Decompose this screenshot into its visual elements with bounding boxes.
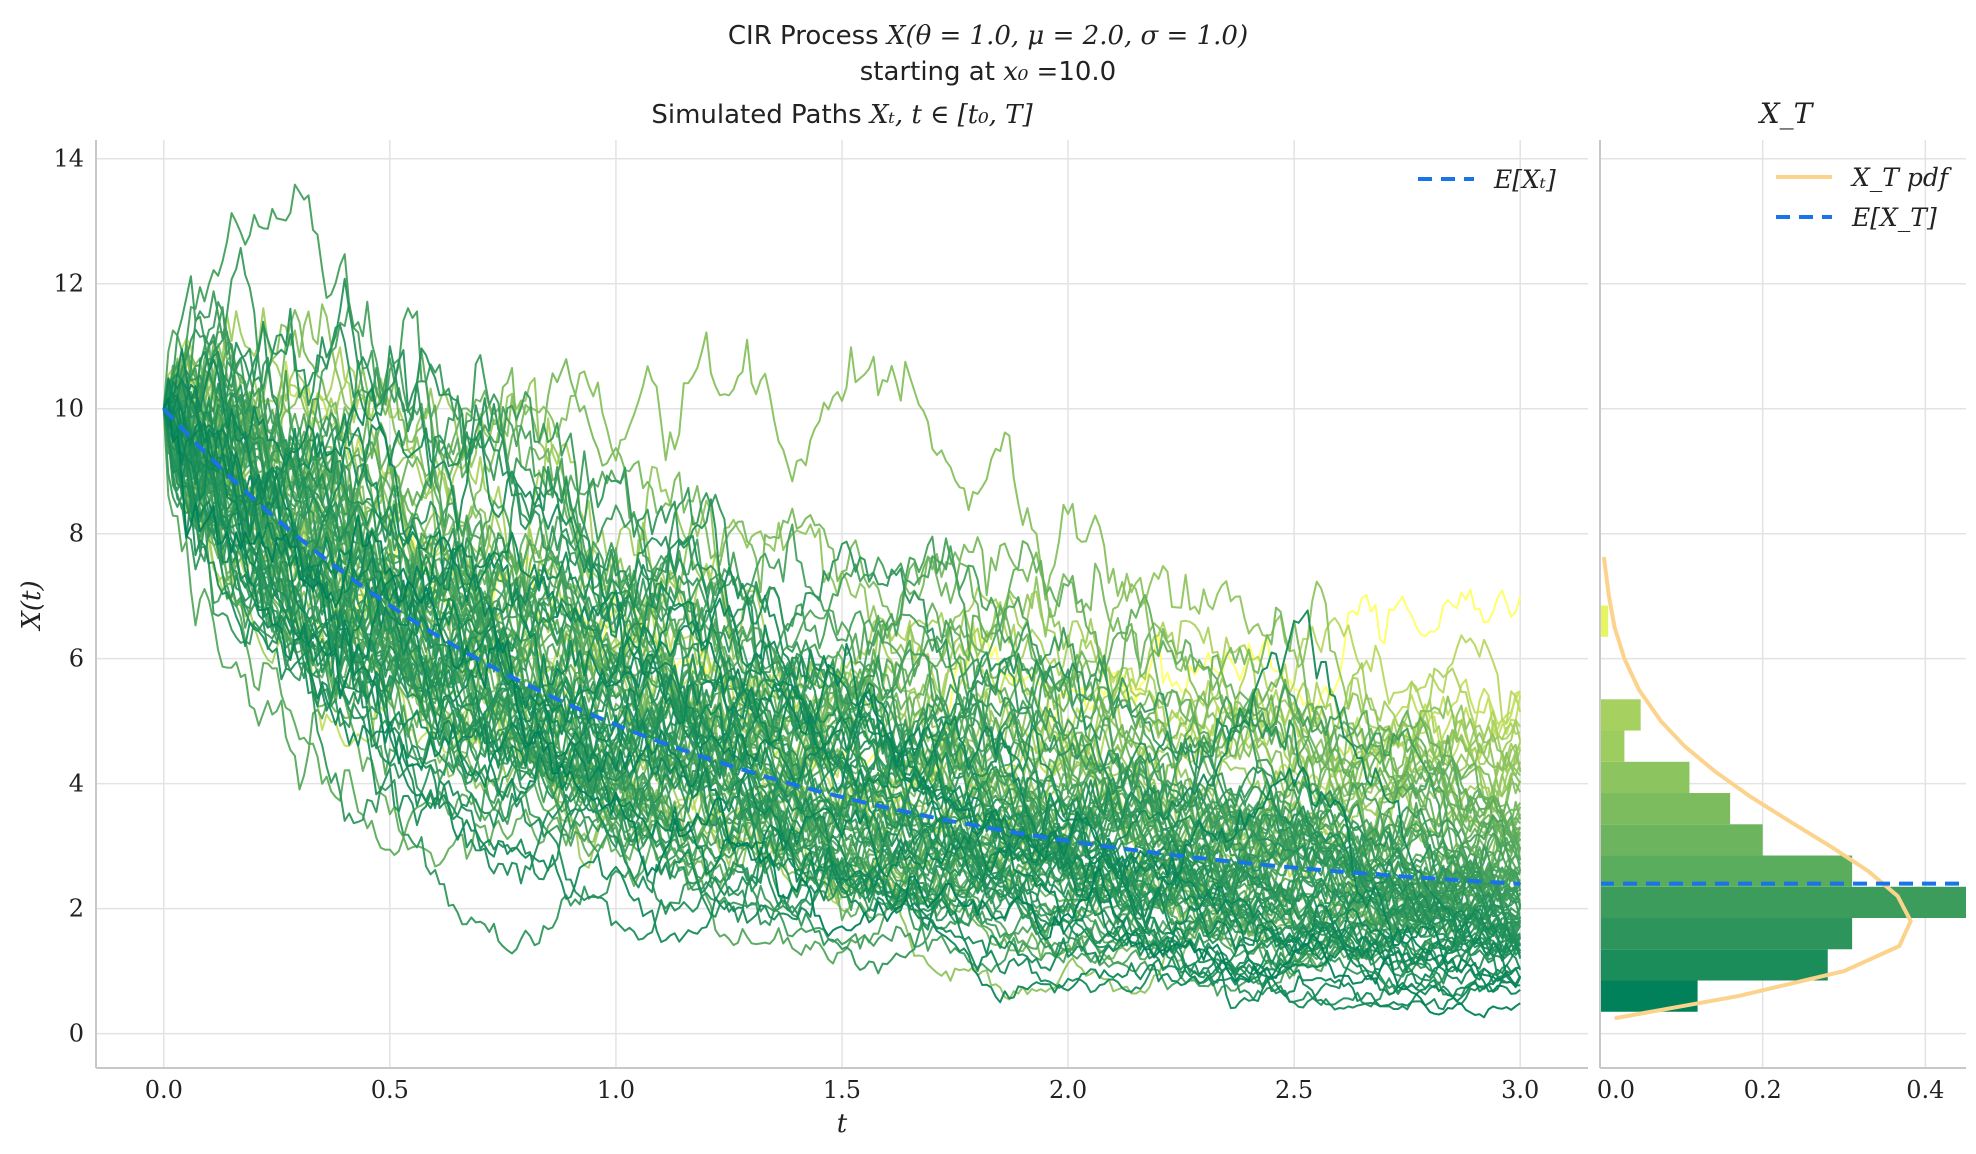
figure-title-line1: CIR Process X(θ = 1.0, μ = 2.0, σ = 1.0) bbox=[728, 21, 1248, 51]
legend-pdf-label: X_T pdf bbox=[1850, 163, 1952, 192]
histogram-bars bbox=[1600, 605, 1966, 1012]
simulated-path bbox=[162, 306, 1522, 909]
x-tick-label: 0.0 bbox=[145, 1076, 183, 1104]
y-tick-label: 6 bbox=[69, 645, 84, 673]
simulated-path bbox=[162, 277, 1521, 939]
legend-expectation-label: E[Xₜ] bbox=[1493, 165, 1556, 194]
paths-panel: Simulated Paths Xₜ, t ∈ [t₀, T] 0.0 0.5 1.… bbox=[17, 100, 1588, 1139]
histogram-bar bbox=[1600, 605, 1609, 637]
y-tick-label: 8 bbox=[69, 520, 84, 548]
hist-x-tick-label: 0.2 bbox=[1744, 1076, 1782, 1104]
simulated-path bbox=[162, 382, 1521, 1009]
histogram-bar bbox=[1600, 855, 1853, 887]
simulated-path bbox=[163, 323, 1521, 958]
histogram-tick-labels: 0.0 0.2 0.4 bbox=[1597, 1076, 1945, 1104]
pdf-curve bbox=[1602, 556, 1913, 1020]
histogram-bar bbox=[1600, 793, 1731, 825]
hist-x-tick-label: 0.0 bbox=[1597, 1076, 1635, 1104]
expectation-line bbox=[162, 407, 1521, 886]
legend-histogram-expectation-label: E[X_T] bbox=[1851, 203, 1937, 232]
histogram-legend: X_T pdf E[X_T] bbox=[1776, 163, 1952, 232]
x-tick-label: 1.0 bbox=[597, 1076, 635, 1104]
histogram-bar bbox=[1600, 761, 1690, 794]
paths-legend: E[Xₜ] bbox=[1418, 165, 1556, 194]
simulated-path bbox=[163, 347, 1521, 932]
figure-title-line2: starting at x₀ =10.0 bbox=[860, 57, 1116, 87]
y-tick-label: 0 bbox=[69, 1020, 84, 1048]
histogram-axes bbox=[1599, 140, 1966, 1069]
paths-tick-labels: 0.0 0.5 1.0 1.5 2.0 2.5 3.0 0 2 4 6 8 10 12 14 bbox=[53, 145, 1539, 1104]
histogram-bar bbox=[1600, 918, 1853, 950]
histogram-bar bbox=[1600, 886, 1966, 919]
y-tick-label: 10 bbox=[53, 395, 84, 423]
simulated-path bbox=[162, 392, 1521, 964]
simulated-path bbox=[162, 408, 1522, 949]
y-tick-label: 2 bbox=[69, 895, 84, 923]
histogram-bar bbox=[1600, 824, 1763, 856]
histogram-bar bbox=[1600, 949, 1828, 981]
simulated-path bbox=[162, 408, 1521, 998]
y-tick-label: 12 bbox=[53, 270, 84, 298]
simulated-paths bbox=[162, 183, 1522, 1019]
paths-axes bbox=[95, 140, 1588, 1069]
simulated-path bbox=[162, 348, 1522, 1004]
histogram-panel: X_T 0.0 0.2 0.4 X_T pdf E[X_T] bbox=[1597, 97, 1966, 1104]
simulated-path bbox=[163, 407, 1521, 995]
x-tick-label: 2.0 bbox=[1049, 1076, 1087, 1104]
simulated-path bbox=[162, 328, 1522, 953]
x-axis-label: t bbox=[837, 1109, 848, 1139]
x-tick-label: 1.5 bbox=[823, 1076, 861, 1104]
x-tick-label: 2.5 bbox=[1275, 1076, 1313, 1104]
x-tick-label: 0.5 bbox=[371, 1076, 409, 1104]
simulated-path bbox=[163, 350, 1522, 952]
simulated-path bbox=[162, 392, 1521, 962]
y-tick-label: 14 bbox=[53, 145, 84, 173]
simulated-path bbox=[162, 394, 1521, 987]
simulated-path bbox=[162, 408, 1521, 954]
hist-x-tick-label: 0.4 bbox=[1906, 1076, 1944, 1104]
paths-panel-title: Simulated Paths Xₜ, t ∈ [t₀, T] bbox=[651, 100, 1033, 130]
x-tick-label: 3.0 bbox=[1501, 1076, 1539, 1104]
simulated-path bbox=[162, 397, 1521, 1019]
simulated-path bbox=[162, 408, 1521, 1011]
y-axis-label: X(t) bbox=[17, 580, 47, 631]
histogram-panel-title: X_T bbox=[1758, 97, 1815, 130]
histogram-bar bbox=[1600, 730, 1625, 762]
histogram-bar bbox=[1600, 699, 1641, 731]
y-tick-label: 4 bbox=[69, 770, 84, 798]
simulated-path bbox=[162, 387, 1522, 1011]
